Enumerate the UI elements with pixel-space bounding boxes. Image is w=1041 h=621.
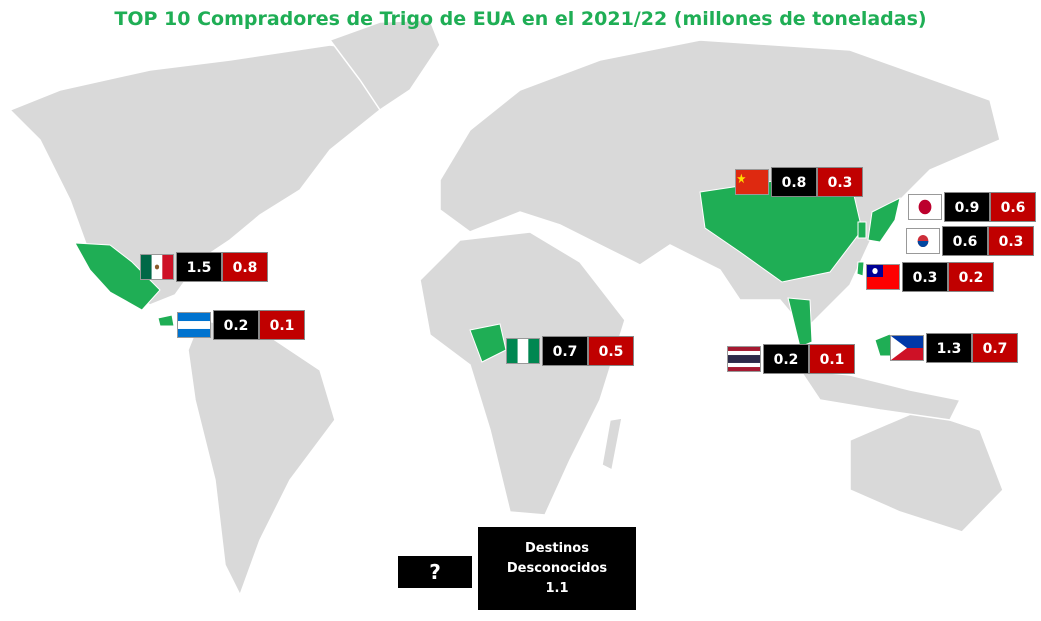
- madagascar: [601, 417, 623, 472]
- unknown-symbol: ?: [398, 556, 472, 588]
- flag: [140, 254, 174, 280]
- value: 0.1: [809, 344, 855, 374]
- value: 0.5: [588, 336, 634, 366]
- value: 0.3: [817, 167, 863, 197]
- label-group: 0.8 0.3: [735, 167, 863, 197]
- value: 0.1: [259, 310, 305, 340]
- unknown-box: Destinos Desconocidos 1.1: [478, 527, 636, 610]
- japan: [867, 197, 901, 243]
- value: 0.8: [222, 252, 268, 282]
- flag: [177, 312, 211, 338]
- land: [8, 19, 1004, 597]
- value: 1.5: [176, 252, 222, 282]
- value: 1.3: [926, 333, 972, 363]
- flag: [727, 346, 761, 372]
- value: 0.2: [948, 262, 994, 292]
- label-group: 0.2 0.1: [727, 344, 855, 374]
- flag: [866, 264, 900, 290]
- label-group: 0.6 0.3: [906, 226, 1034, 256]
- label-group: 0.9 0.6: [908, 192, 1036, 222]
- honduras: [157, 314, 175, 327]
- taiwan: [856, 261, 865, 277]
- value: 0.3: [902, 262, 948, 292]
- value: 0.8: [771, 167, 817, 197]
- value: 0.6: [990, 192, 1036, 222]
- value: 0.7: [542, 336, 588, 366]
- label-group: 0.7 0.5: [506, 336, 634, 366]
- flag: [890, 335, 924, 361]
- label-group: 0.2 0.1: [177, 310, 305, 340]
- value: 0.6: [942, 226, 988, 256]
- label-group: 1.5 0.8: [140, 252, 268, 282]
- label-group: 0.3 0.2: [866, 262, 994, 292]
- value: 0.2: [763, 344, 809, 374]
- australia: [849, 409, 1004, 533]
- value: 0.7: [972, 333, 1018, 363]
- label-group: 1.3 0.7: [890, 333, 1018, 363]
- flag: [908, 194, 942, 220]
- value: 0.3: [988, 226, 1034, 256]
- thailand: [787, 297, 813, 348]
- south-america: [187, 319, 336, 597]
- greenland: [328, 19, 441, 112]
- flag: [906, 228, 940, 254]
- unknown-label: Destinos Desconocidos: [506, 540, 608, 576]
- mexico: [74, 242, 161, 311]
- value: 0.2: [213, 310, 259, 340]
- africa: [419, 231, 626, 516]
- korea: [857, 221, 867, 239]
- unknown-value: 1.1: [545, 580, 569, 596]
- indonesia: [798, 369, 962, 421]
- value: 0.9: [944, 192, 990, 222]
- title: TOP 10 Compradores de Trigo de EUA en el…: [114, 8, 927, 30]
- flag: [735, 169, 769, 195]
- flag: [506, 338, 540, 364]
